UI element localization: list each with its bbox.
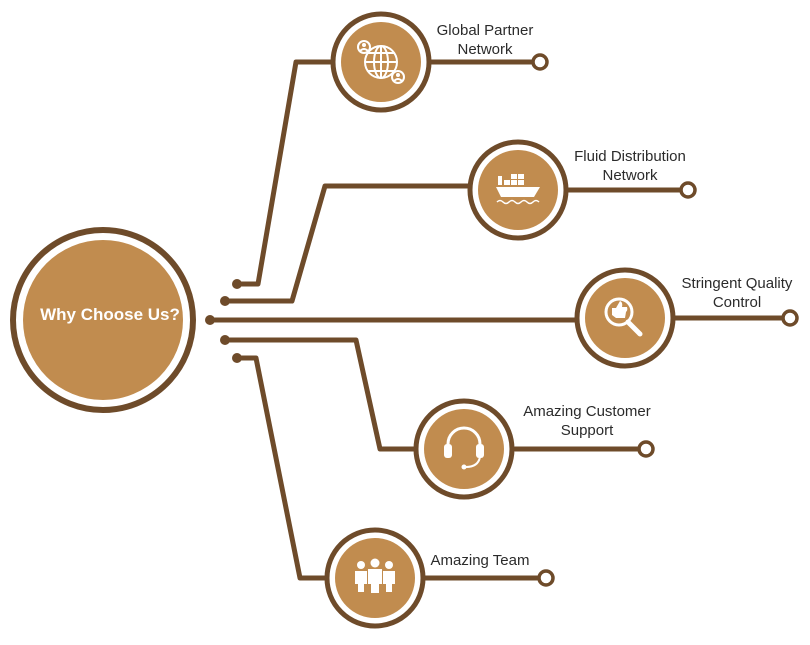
end-ring [781,309,799,327]
label-quality-control: Stringent Quality Control [668,274,806,312]
magnifier-thumbs-up-icon [604,297,643,337]
connector-dot [205,315,215,325]
connector-global-partner [234,59,335,287]
hub-title: Why Choose Us? [40,305,180,324]
connector-dot [232,279,242,289]
globe-network-icon [357,40,405,84]
cargo-ship-icon [496,174,540,205]
label-line: Amazing Customer [523,403,651,420]
end-ring [531,53,549,71]
label-line: Global Partner [436,22,534,39]
label-customer-support: Amazing Customer Support [507,402,667,440]
headset-icon [444,426,484,470]
connector-dot [220,335,230,345]
end-ring [679,181,697,199]
label-line: Network [457,41,513,58]
team-icon [355,558,395,593]
connector-dot [220,296,230,306]
label-line: Network [602,167,658,184]
connector-fluid-distribution [222,183,471,304]
label-fluid-distribution: Fluid Distribution Network [560,147,700,185]
label-line: Control [712,294,762,311]
end-ring [637,440,655,458]
label-team: Amazing Team [420,551,540,570]
label-line: Fluid Distribution [574,148,686,165]
end-ring [537,569,555,587]
connector-dot [232,353,242,363]
label-global-partner: Global Partner Network [420,21,550,59]
label-line: Stringent Quality [681,275,793,292]
connector-customer-support [222,337,417,452]
hub-node [10,227,196,413]
node-customer-support [413,398,515,500]
connector-team [234,355,329,581]
label-line: Amazing Team [430,552,530,569]
label-line: Support [560,422,614,439]
